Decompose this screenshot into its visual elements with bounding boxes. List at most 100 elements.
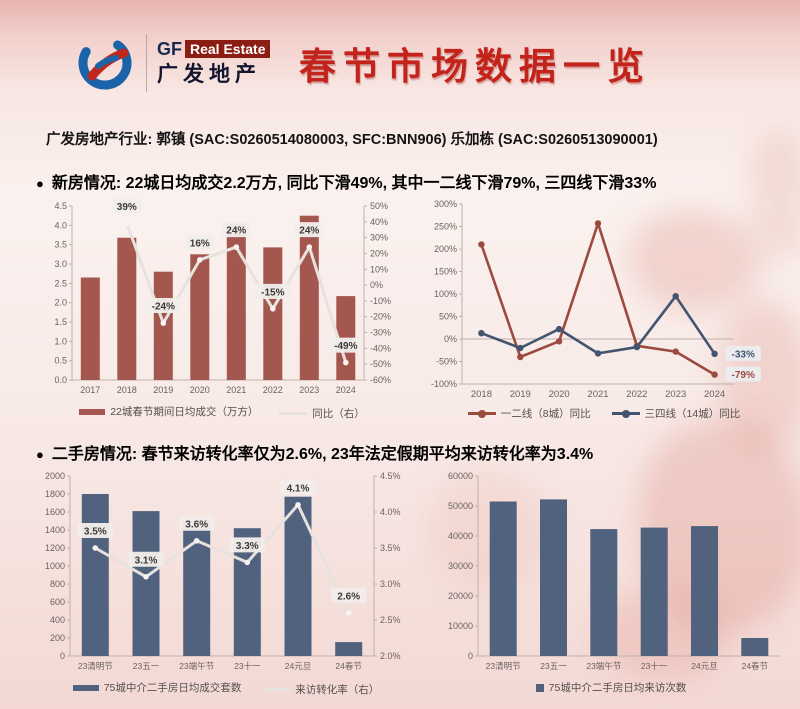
- logo-realestate-text: Real Estate: [185, 40, 271, 59]
- svg-text:-79%: -79%: [732, 370, 755, 381]
- svg-text:1800: 1800: [45, 489, 65, 499]
- svg-text:4.1%: 4.1%: [287, 483, 310, 494]
- legend-label: 22城春节期间日均成交（万方）: [110, 406, 259, 418]
- chart-yoy-by-city-tier-plot: -100% -50% 0% 50% 100% 150% 200% 250% 300% 2018 20…: [431, 199, 761, 400]
- legend-bar-swatch: [72, 684, 99, 691]
- svg-text:-49%: -49%: [334, 341, 357, 352]
- svg-text:250%: 250%: [434, 222, 457, 232]
- svg-text:20%: 20%: [370, 248, 388, 258]
- svg-text:2017: 2017: [80, 385, 100, 395]
- svg-text:1600: 1600: [45, 507, 65, 517]
- legend-square-swatch: [535, 683, 544, 692]
- svg-text:300%: 300%: [434, 199, 457, 209]
- legend-line-swatch: [611, 409, 640, 418]
- svg-text:-20%: -20%: [370, 312, 391, 322]
- chart-secondhand-daily-deals: 0 200 400 600 800 1000 1200 1400 1600 1800 2000 2.0…: [30, 464, 422, 706]
- chart-new-home-daily-sales-plot: 0.0 0.5 1.0 1.5 2.0 2.5 3.0 3.5 4.0 4.5 -60% -50% -4…: [54, 198, 391, 395]
- svg-text:23十一: 23十一: [234, 661, 261, 671]
- svg-text:2020: 2020: [190, 385, 210, 395]
- gf-logo-icon: [78, 36, 132, 90]
- legend-label: 75城中介二手房日均来访次数: [548, 682, 687, 694]
- svg-text:600: 600: [50, 597, 65, 607]
- svg-text:24元旦: 24元旦: [691, 661, 717, 671]
- chart-secondhand-daily-visits: 0 10000 20000 30000 40000 50000 60000 23清明节 23五一…: [428, 464, 794, 706]
- legend-line-swatch: [279, 411, 308, 415]
- svg-text:16%: 16%: [190, 238, 210, 249]
- legend-label: 三四线（14城）同比: [644, 408, 741, 420]
- chart-secondhand-daily-deals-plot: 0 200 400 600 800 1000 1200 1400 1600 1800 2000 2.0…: [45, 471, 401, 671]
- svg-text:2021: 2021: [587, 389, 608, 400]
- svg-text:23五一: 23五一: [540, 661, 567, 671]
- svg-text:3.3%: 3.3%: [236, 541, 259, 552]
- svg-text:-15%: -15%: [261, 287, 284, 298]
- svg-text:-50%: -50%: [436, 357, 457, 367]
- svg-text:0%: 0%: [444, 334, 457, 344]
- legend-line-swatch: [467, 409, 496, 418]
- svg-text:0: 0: [60, 651, 65, 661]
- legend-label: 同比（右）: [312, 407, 365, 420]
- logo-divider: [146, 34, 147, 92]
- svg-text:23清明节: 23清明节: [486, 661, 521, 671]
- svg-text:100%: 100%: [434, 289, 457, 299]
- legend-dot: [477, 409, 486, 418]
- logo-gf-text: GF: [157, 39, 182, 60]
- svg-text:2.5: 2.5: [54, 278, 67, 288]
- svg-text:4.5%: 4.5%: [380, 471, 401, 481]
- svg-text:-40%: -40%: [370, 343, 391, 353]
- bullet-icon: ●: [36, 447, 44, 462]
- svg-text:50%: 50%: [439, 312, 457, 322]
- svg-text:2022: 2022: [626, 389, 647, 400]
- svg-text:3.5: 3.5: [54, 240, 67, 250]
- svg-text:3.0%: 3.0%: [380, 579, 401, 589]
- svg-text:24%: 24%: [299, 226, 319, 237]
- svg-text:24春节: 24春节: [335, 661, 362, 671]
- svg-text:40000: 40000: [448, 531, 473, 541]
- svg-text:2024: 2024: [336, 385, 356, 395]
- svg-text:2022: 2022: [263, 385, 283, 395]
- svg-text:4.0: 4.0: [54, 220, 67, 230]
- svg-text:0%: 0%: [370, 280, 383, 290]
- svg-text:2024: 2024: [704, 389, 725, 400]
- svg-text:150%: 150%: [434, 267, 457, 277]
- svg-text:23清明节: 23清明节: [78, 661, 113, 671]
- logo-cn-text: 广发地产: [157, 62, 261, 86]
- svg-text:400: 400: [50, 615, 65, 625]
- legend-label: 来访转化率（右）: [295, 683, 380, 696]
- svg-text:23端午节: 23端午节: [586, 661, 621, 671]
- svg-text:24%: 24%: [226, 226, 246, 237]
- svg-text:-33%: -33%: [732, 349, 755, 360]
- svg-text:3.5%: 3.5%: [84, 527, 107, 538]
- svg-text:-30%: -30%: [370, 328, 391, 338]
- svg-text:50000: 50000: [448, 501, 473, 511]
- svg-text:23五一: 23五一: [133, 661, 160, 671]
- svg-text:200%: 200%: [434, 244, 457, 254]
- svg-text:40%: 40%: [370, 217, 388, 227]
- legend-dot: [621, 409, 630, 418]
- svg-text:800: 800: [50, 579, 65, 589]
- legend-line-swatch: [262, 687, 291, 691]
- legend-label: 一二线（8城）同比: [500, 408, 591, 420]
- analyst-line: 广发房地产行业: 郭镇 (SAC:S0260514080003, SFC:BNN…: [46, 132, 658, 148]
- svg-text:1400: 1400: [45, 525, 65, 535]
- svg-text:2000: 2000: [45, 471, 65, 481]
- chart-new-home-daily-sales: 0.0 0.5 1.0 1.5 2.0 2.5 3.0 3.5 4.0 4.5 -60% -50% -4…: [36, 194, 408, 430]
- svg-text:0: 0: [468, 651, 473, 661]
- svg-text:2.0%: 2.0%: [380, 651, 401, 661]
- svg-text:-60%: -60%: [370, 375, 391, 385]
- svg-text:2019: 2019: [510, 389, 531, 400]
- chart1-legend: 22城春节期间日均成交（万方） 同比（右）: [36, 404, 408, 421]
- svg-text:0.0: 0.0: [54, 375, 67, 385]
- svg-text:24春节: 24春节: [742, 661, 769, 671]
- svg-text:4.5: 4.5: [54, 201, 67, 211]
- section-new-home-text: 新房情况: 22城日均成交2.2万方, 同比下滑49%, 其中一二线下滑79%,…: [51, 175, 657, 192]
- svg-text:-24%: -24%: [152, 302, 175, 313]
- section-secondhand-heading: ● 二手房情况: 春节来访转化率仅为2.6%, 23年法定假期平均来访转化率为3…: [36, 440, 776, 464]
- page-title: 春节市场数据一览: [299, 47, 651, 88]
- svg-text:2018: 2018: [471, 389, 492, 400]
- svg-text:23端午节: 23端午节: [179, 661, 214, 671]
- svg-text:2.0: 2.0: [54, 298, 67, 308]
- legend-label: 75城中介二手房日均成交套数: [103, 682, 242, 694]
- svg-text:10000: 10000: [448, 621, 473, 631]
- svg-text:2023: 2023: [665, 389, 686, 400]
- svg-text:23十一: 23十一: [641, 661, 668, 671]
